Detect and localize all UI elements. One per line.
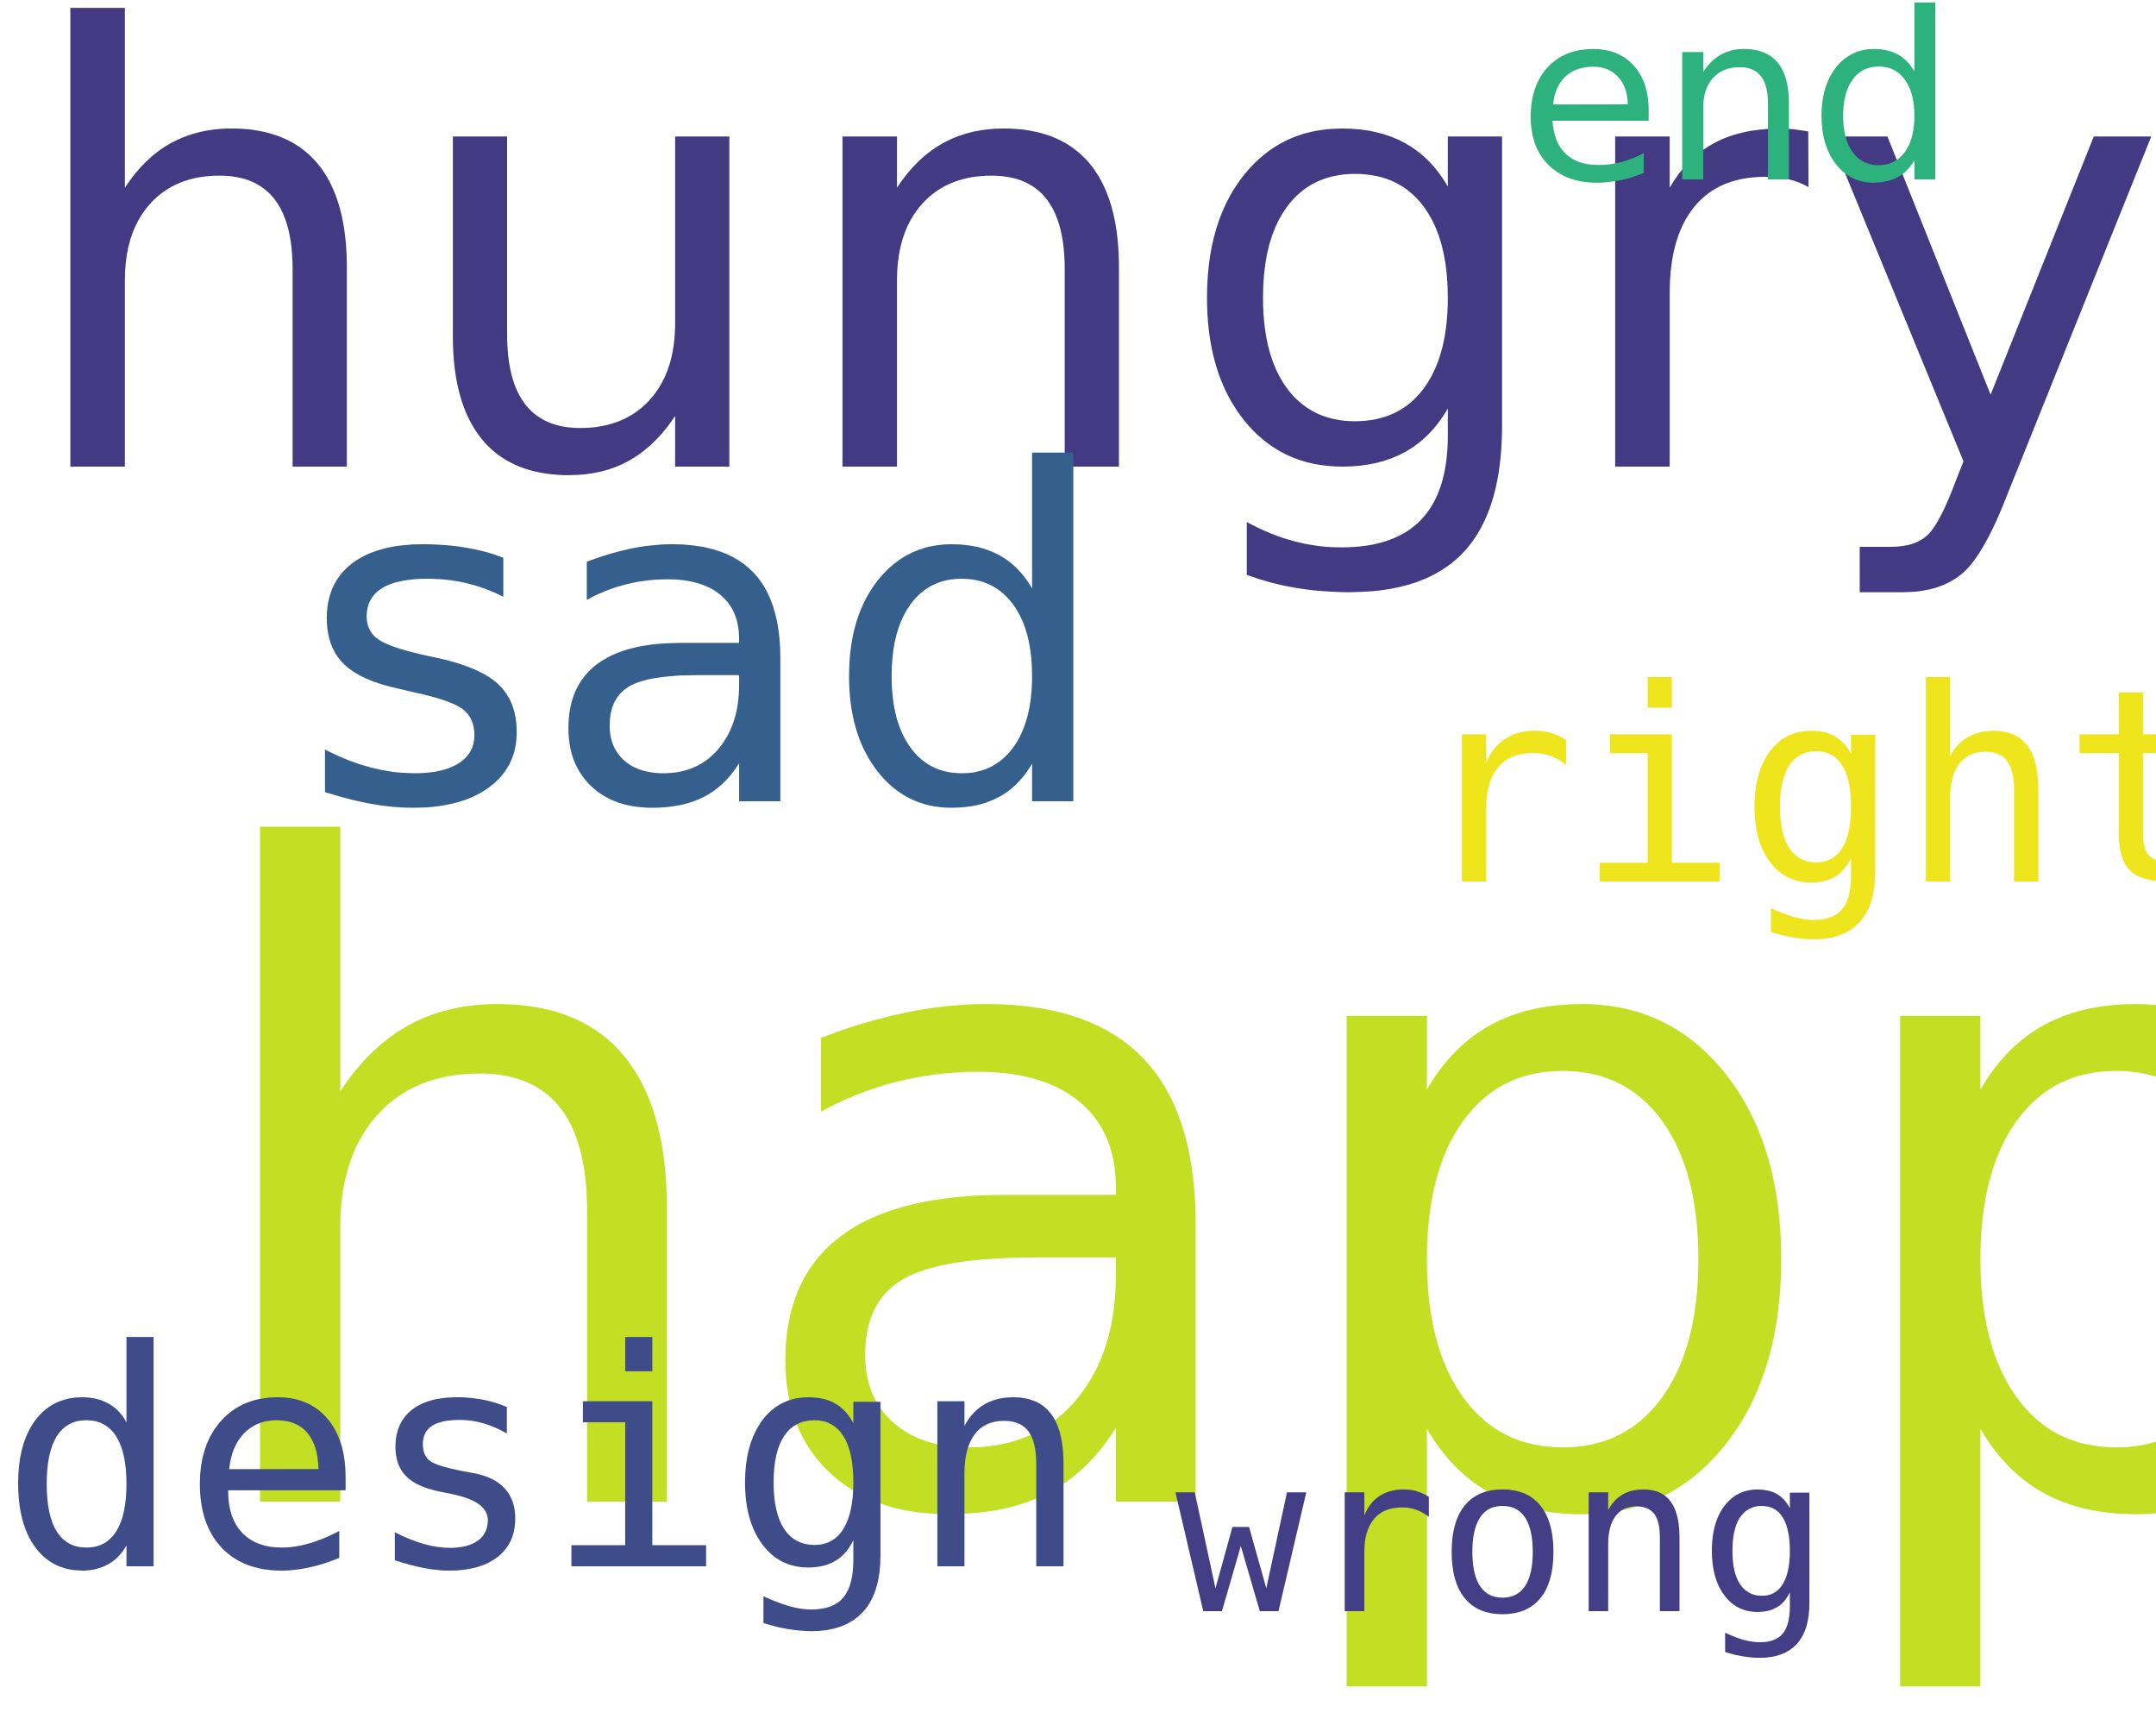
word-design: design [0,1286,1091,1638]
word-wrong: wrong [1175,1410,1830,1663]
word-end: end [1518,0,1957,235]
word-happy: happy [179,677,2156,1711]
word-hungry: hungry [16,0,2156,610]
word-right: right [1414,631,2156,945]
word-sad: sad [300,376,1117,910]
